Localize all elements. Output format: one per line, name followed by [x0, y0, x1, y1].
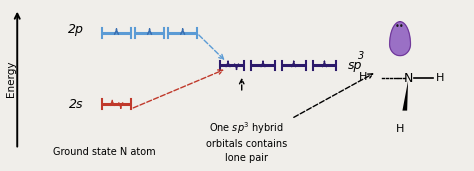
Text: 2p: 2p: [67, 23, 83, 36]
Text: N: N: [403, 72, 413, 85]
Polygon shape: [390, 22, 410, 56]
Text: ••: ••: [395, 22, 405, 31]
Polygon shape: [402, 81, 408, 111]
Text: Energy: Energy: [6, 60, 16, 97]
Text: 2s: 2s: [69, 98, 83, 111]
Text: H: H: [396, 123, 404, 134]
Text: H: H: [436, 73, 444, 83]
Text: One $sp^3$ hybrid
orbitals contains
lone pair: One $sp^3$ hybrid orbitals contains lone…: [206, 120, 287, 162]
Text: H: H: [359, 73, 367, 82]
Text: Ground state N atom: Ground state N atom: [54, 148, 156, 157]
Text: 3: 3: [358, 51, 365, 61]
Text: sp: sp: [348, 59, 363, 72]
